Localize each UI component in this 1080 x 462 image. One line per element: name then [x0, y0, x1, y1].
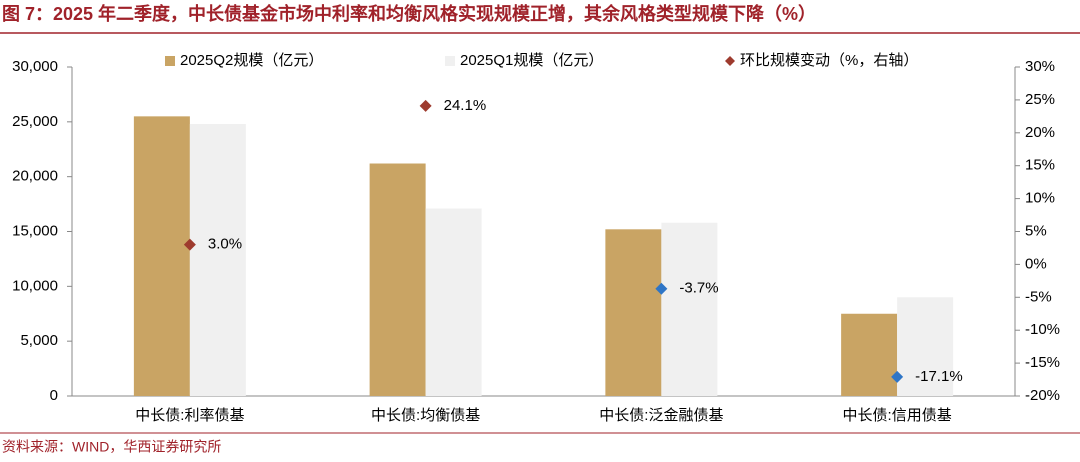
- y2-tick-label: 5%: [1025, 222, 1047, 239]
- bar: [189, 124, 246, 396]
- y2-tick-label: 10%: [1025, 190, 1055, 207]
- y2-tick-label: 15%: [1025, 157, 1055, 174]
- bar: [133, 116, 190, 396]
- legend-label: 2025Q1规模（亿元）: [460, 52, 603, 69]
- data-label: 24.1%: [444, 97, 487, 114]
- bar: [425, 208, 482, 396]
- y-tick-label: 5,000: [20, 332, 58, 349]
- y-tick-label: 15,000: [12, 222, 58, 239]
- y2-tick-label: -20%: [1025, 387, 1060, 404]
- x-tick-label: 中长债:利率债基: [135, 407, 244, 424]
- legend-marker: [725, 56, 735, 66]
- y2-tick-label: 20%: [1025, 124, 1055, 141]
- bar: [369, 163, 426, 396]
- y2-tick-label: 0%: [1025, 255, 1047, 272]
- marker: [655, 282, 668, 295]
- y2-tick-label: -15%: [1025, 354, 1060, 371]
- x-tick-label: 中长债:泛金融债基: [599, 407, 723, 424]
- y-tick-label: 30,000: [12, 58, 58, 75]
- bar: [661, 222, 718, 396]
- data-label: 3.0%: [208, 236, 242, 253]
- legend-swatch: [445, 56, 455, 66]
- source: 资料来源：WIND，华西证券研究所: [2, 439, 221, 455]
- data-label: -17.1%: [915, 368, 963, 385]
- y-tick-label: 25,000: [12, 113, 58, 130]
- y2-tick-label: -10%: [1025, 321, 1060, 338]
- y-tick-label: 10,000: [12, 277, 58, 294]
- y-tick-label: 20,000: [12, 168, 58, 185]
- y-tick-label: 0: [50, 387, 58, 404]
- bar: [605, 229, 662, 396]
- bar: [897, 297, 954, 396]
- legend-label: 2025Q2规模（亿元）: [180, 52, 323, 69]
- y2-tick-label: 30%: [1025, 58, 1055, 75]
- marker: [891, 370, 904, 383]
- bar: [841, 313, 898, 396]
- legend-swatch: [165, 56, 175, 66]
- data-label: -3.7%: [679, 280, 718, 297]
- chart-title: 图 7：2025 年二季度，中长债基金市场中利率和均衡风格实现规模正增，其余风格…: [2, 3, 816, 24]
- marker: [419, 99, 432, 112]
- y2-tick-label: -5%: [1025, 288, 1052, 305]
- x-tick-label: 中长债:信用债基: [843, 407, 952, 424]
- x-tick-label: 中长债:均衡债基: [371, 407, 480, 424]
- marker: [183, 238, 196, 251]
- legend-label: 环比规模变动（%，右轴）: [740, 52, 918, 69]
- y2-tick-label: 25%: [1025, 91, 1055, 108]
